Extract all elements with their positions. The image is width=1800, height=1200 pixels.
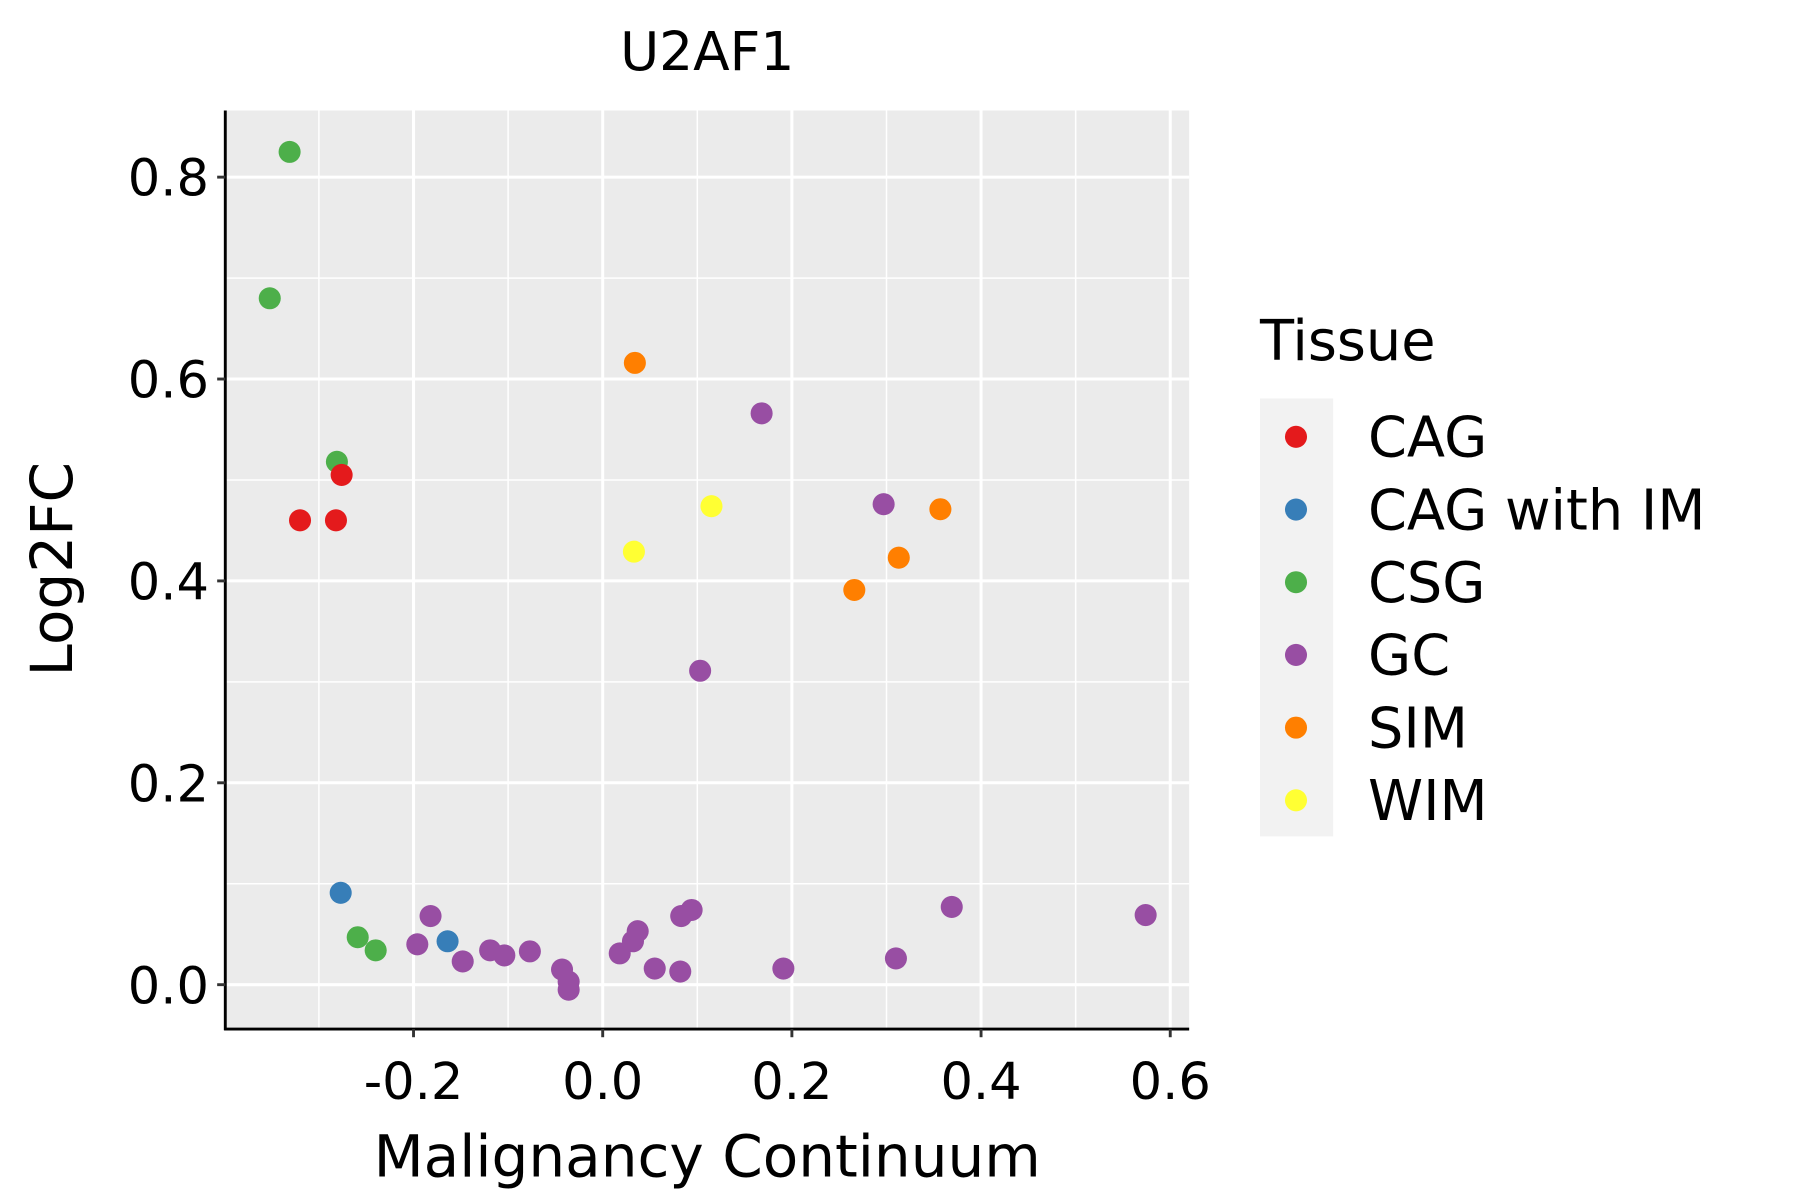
plot-panel [225,110,1190,1030]
x-tick-label: 0.4 [940,1053,1021,1112]
data-point-wim [700,495,723,518]
x-tick-label: 0.0 [562,1053,643,1112]
y-tick-label: 0.2 [128,755,209,814]
data-point-gc [451,950,474,973]
legend-key-sim [1284,716,1308,739]
data-point-gc [750,402,773,425]
x-axis-title: Malignancy Continuum [374,1123,1041,1191]
data-point-gc [872,493,895,516]
data-point-csg [278,140,301,163]
data-point-gc [669,960,692,983]
legend-label: CSG [1368,551,1485,616]
y-tick-label: 0.8 [128,150,209,209]
legend-label: GC [1368,624,1450,689]
data-point-csg [346,926,369,949]
legend: Tissue CAG CAG with IM CSG GC SIM WIM [1259,309,1705,837]
legend-label: WIM [1368,769,1488,834]
data-point-gc [557,978,580,1001]
data-point-gc [689,659,712,682]
data-point-gc [493,944,516,967]
legend-key-cag-with-im [1284,498,1308,521]
data-point-cag [288,509,312,532]
legend-key-csg [1284,571,1308,594]
data-point-gc [643,957,666,980]
data-point-cag-with-im [436,930,459,953]
data-point-gc [406,933,429,956]
y-tick-label: 0.6 [128,352,209,411]
legend-title: Tissue [1259,309,1436,374]
x-tick-label: 0.2 [751,1053,832,1112]
data-point-cag-with-im [329,881,352,904]
data-point-gc [772,957,795,980]
data-point-cag [324,509,347,532]
data-point-sim [843,578,866,602]
y-axis-title: Log2FC [18,462,86,677]
legend-key-wim [1284,789,1308,812]
data-point-wim [622,540,645,563]
data-point-sim [887,546,910,569]
data-point-gc [680,898,703,922]
chart-title: U2AF1 [620,20,794,83]
data-point-gc [1134,903,1157,927]
legend-label: CAG with IM [1368,478,1705,543]
data-points [258,140,1157,1001]
data-point-sim [929,498,952,521]
data-point-gc [626,920,649,943]
data-point-cag [330,463,353,486]
data-point-csg [364,939,387,962]
data-point-gc [940,895,963,918]
data-point-gc [419,905,442,928]
x-tick-label: -0.2 [364,1053,464,1112]
data-point-gc [518,940,541,963]
y-tick-label: 0.0 [128,957,209,1016]
axis-ticks: -0.2 0.0 0.2 0.4 0.6 0.0 0.2 0.4 0.6 0.8 [128,150,1211,1112]
gridlines [225,110,1190,1030]
data-point-sim [623,351,646,374]
data-point-csg [258,287,281,310]
y-tick-label: 0.4 [128,553,209,612]
legend-key-cag [1284,425,1308,448]
legend-key-gc [1284,643,1308,666]
legend-label: CAG [1368,406,1487,471]
data-point-gc [884,947,907,970]
legend-label: SIM [1368,696,1468,761]
x-tick-label: 0.6 [1130,1053,1211,1112]
legend-key-background [1260,398,1334,837]
